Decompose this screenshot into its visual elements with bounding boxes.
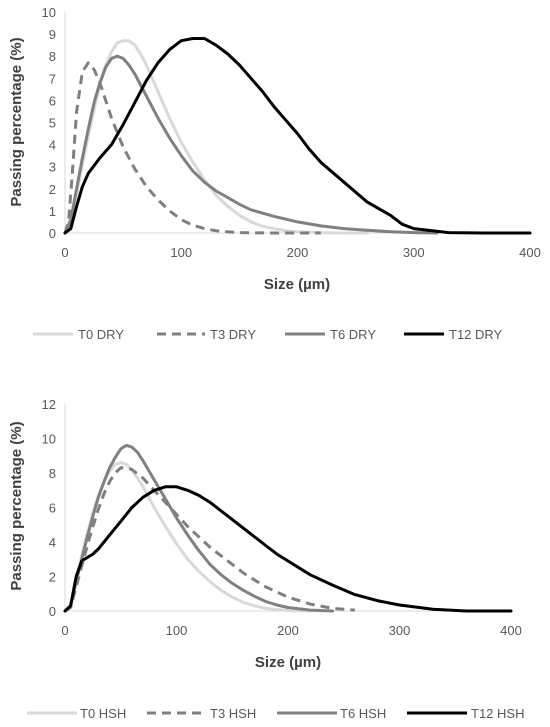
series-line-t0-dry <box>63 39 369 235</box>
y-axis-title: Passing percentage (%) <box>8 421 25 590</box>
y-tick-label: 1 <box>49 204 56 219</box>
y-tick-labels: 0 1 2 3 4 5 6 7 8 9 10 <box>42 5 56 241</box>
series-line-t6-hsh <box>63 443 335 613</box>
y-tick-label: 10 <box>42 432 56 447</box>
dry-size-distribution-chart: 0 1 2 3 4 5 6 7 8 9 10 0 100 200 300 400 Size (µm) Pas… <box>8 5 541 342</box>
y-axis-title: Passing percentage (%) <box>8 37 25 206</box>
y-tick-label: 8 <box>49 49 56 64</box>
y-tick-label: 0 <box>49 604 56 619</box>
series-lines <box>63 443 513 613</box>
legend-label: T3 HSH <box>210 706 256 721</box>
x-axis-title: Size (µm) <box>264 276 330 293</box>
x-tick-labels: 0 100 200 300 400 <box>61 623 521 638</box>
x-tick-label: 300 <box>403 245 425 260</box>
legend-label: T0 HSH <box>80 706 126 721</box>
legend-label: T3 DRY <box>210 327 256 342</box>
series-line-t3-dry <box>63 61 321 235</box>
y-tick-label: 2 <box>49 570 56 585</box>
legend-label: T6 DRY <box>330 327 376 342</box>
series-lines <box>63 37 532 235</box>
x-tick-label: 0 <box>61 245 68 260</box>
y-tick-label: 4 <box>49 535 56 550</box>
x-tick-label: 200 <box>287 245 309 260</box>
y-tick-labels: 0 2 4 6 8 10 12 <box>42 397 56 619</box>
legend: T0 DRY T3 DRY T6 DRY T12 DRY <box>33 327 503 342</box>
legend-label: T0 DRY <box>78 327 124 342</box>
x-tick-labels: 0 100 200 300 400 <box>61 245 540 260</box>
x-axis-title: Size (µm) <box>255 654 321 671</box>
series-line-t12-hsh <box>63 485 513 613</box>
y-tick-label: 3 <box>49 160 56 175</box>
x-tick-label: 400 <box>500 623 522 638</box>
legend-label: T6 HSH <box>340 706 386 721</box>
x-tick-label: 0 <box>61 623 68 638</box>
y-tick-label: 4 <box>49 138 56 153</box>
y-tick-label: 0 <box>49 226 56 241</box>
legend-label: T12 DRY <box>449 327 503 342</box>
x-tick-label: 200 <box>277 623 299 638</box>
hsh-size-distribution-chart: 0 2 4 6 8 10 12 0 100 200 300 400 Size (µm) Passin… <box>8 397 524 721</box>
y-tick-label: 5 <box>49 116 56 131</box>
y-tick-label: 12 <box>42 397 56 412</box>
y-tick-label: 2 <box>49 182 56 197</box>
x-tick-label: 100 <box>166 623 188 638</box>
series-line-t6-dry <box>63 54 439 235</box>
legend: T0 HSH T3 HSH T6 HSH T12 HSH <box>27 706 524 721</box>
x-tick-label: 300 <box>389 623 411 638</box>
series-line-t3-hsh <box>64 466 356 613</box>
y-tick-label: 8 <box>49 466 56 481</box>
x-tick-label: 100 <box>170 245 192 260</box>
x-tick-label: 400 <box>519 245 541 260</box>
y-tick-label: 10 <box>42 5 56 20</box>
legend-label: T12 HSH <box>471 706 524 721</box>
y-tick-label: 9 <box>49 27 56 42</box>
series-line-t12-dry <box>63 37 532 235</box>
y-tick-label: 7 <box>49 71 56 86</box>
y-tick-label: 6 <box>49 501 56 516</box>
y-tick-label: 6 <box>49 93 56 108</box>
